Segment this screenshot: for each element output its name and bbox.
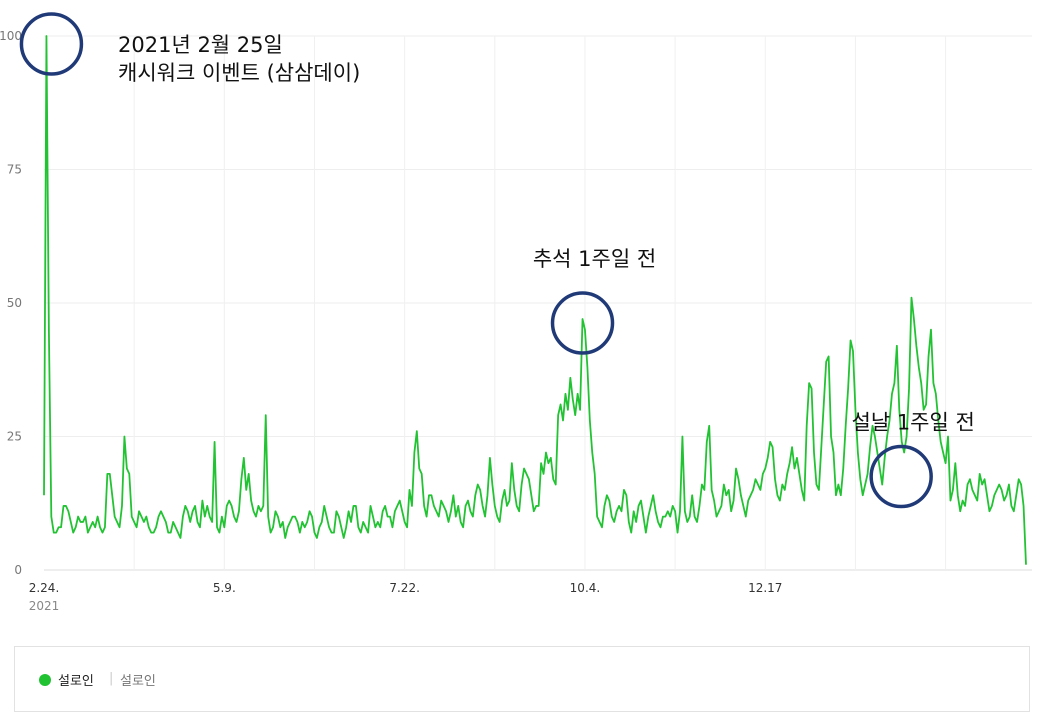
- y-tick-label: 75: [7, 163, 22, 177]
- legend-marker[interactable]: [39, 674, 51, 686]
- annotation-text: 캐시워크 이벤트 (삼삼데이): [118, 61, 360, 85]
- legend-sublabel: 설로인: [120, 674, 156, 689]
- grid-lines: [44, 35, 1032, 571]
- x-tick-label: 2.24.: [29, 581, 60, 595]
- highlight-circle: [19, 12, 84, 76]
- annotation-text: 2021년 2월 25일: [118, 33, 283, 57]
- highlight-circle: [869, 444, 933, 509]
- y-tick-label: 50: [7, 296, 22, 310]
- legend-label[interactable]: 설로인: [58, 674, 94, 689]
- x-tick-sublabel: 2021: [29, 599, 60, 613]
- x-tick-label: 10.4.: [570, 581, 601, 595]
- annotation-text: 추석 1주일 전: [533, 247, 656, 271]
- x-tick-label: 5.9.: [213, 581, 236, 595]
- y-tick-label: 0: [14, 563, 22, 577]
- x-tick-label: 12.17: [748, 581, 782, 595]
- annotation-text: 설날 1주일 전: [852, 411, 975, 435]
- x-tick-label: 7.22.: [389, 581, 420, 595]
- y-tick-label: 100: [0, 29, 22, 43]
- y-tick-label: 25: [7, 430, 22, 444]
- y-axis: 0 25 50 75 100: [0, 29, 22, 577]
- legend: 설로인 | 설로인: [14, 646, 1030, 712]
- highlight-circle: [550, 291, 615, 355]
- series-line-설로인[interactable]: [43, 35, 1027, 565]
- x-axis: 2.24. 2021 5.9. 7.22. 10.4. 12.17: [29, 581, 783, 613]
- legend-separator: |: [109, 671, 114, 686]
